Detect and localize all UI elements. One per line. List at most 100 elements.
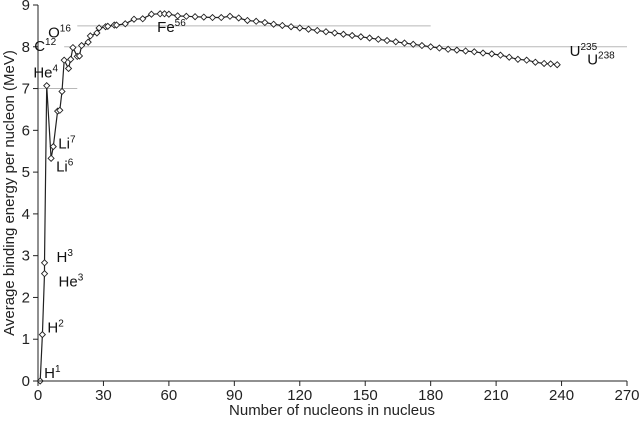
y-tick-label: 4 <box>22 206 30 223</box>
data-point <box>435 44 444 52</box>
data-point <box>60 56 68 64</box>
data-point <box>139 15 147 23</box>
data-point <box>217 13 225 22</box>
data-point <box>479 49 487 57</box>
data-point <box>348 31 356 40</box>
isotope-label: He4 <box>33 64 58 82</box>
data-point <box>427 43 435 51</box>
data-point <box>392 38 400 46</box>
data-point <box>58 87 66 96</box>
data-point <box>40 259 49 267</box>
data-point <box>56 106 64 114</box>
data-point <box>409 40 417 48</box>
y-tick-label: 2 <box>22 289 30 306</box>
y-tick-label: 5 <box>22 164 30 181</box>
x-tick-label: 150 <box>353 387 378 404</box>
isotope-label: U238 <box>587 51 615 69</box>
data-point <box>278 21 286 30</box>
x-tick-label: 210 <box>484 387 509 404</box>
data-point <box>496 51 505 59</box>
data-point <box>67 55 75 63</box>
data-point <box>331 29 339 37</box>
data-point <box>461 47 470 55</box>
data-point <box>38 330 46 339</box>
data-point <box>400 39 409 47</box>
series-line <box>39 13 558 382</box>
data-point <box>470 48 478 56</box>
x-axis-title: Number of nucleons in nucleus <box>229 402 435 419</box>
data-point <box>540 59 548 68</box>
x-tick-label: 120 <box>287 387 312 404</box>
y-tick-label: 9 <box>22 0 30 14</box>
data-point <box>531 58 540 66</box>
data-point <box>121 20 129 28</box>
x-tick-label: 270 <box>614 387 639 404</box>
data-point <box>226 12 234 20</box>
data-point <box>243 16 252 25</box>
isotope-label: H2 <box>47 319 64 337</box>
data-point <box>84 38 92 46</box>
data-point <box>40 269 49 278</box>
data-point <box>93 29 101 37</box>
data-point <box>357 33 365 41</box>
isotope-label: O16 <box>48 24 71 42</box>
x-tick-label: 90 <box>226 387 243 404</box>
data-point <box>47 154 55 162</box>
data-point <box>313 26 321 35</box>
data-point <box>49 142 57 151</box>
data-point <box>269 20 278 28</box>
y-tick-label: 8 <box>22 39 30 56</box>
isotope-label: Li6 <box>56 157 74 175</box>
tick-labels: 0 30 60 90 120 150 180 210 240 270 0 1 2 3 4 5 6 7 8 9 <box>22 0 640 404</box>
data-point <box>77 41 86 50</box>
data-point <box>147 10 156 18</box>
isotope-label: U235 <box>570 42 598 60</box>
data-point <box>374 35 382 43</box>
axes <box>37 5 627 382</box>
y-tick-label: 1 <box>22 331 30 348</box>
data-series <box>36 10 561 385</box>
data-point <box>523 56 531 64</box>
y-tick-label: 0 <box>22 373 30 390</box>
isotope-label: C12 <box>34 37 56 55</box>
data-point <box>173 12 182 20</box>
data-point <box>43 81 51 90</box>
isotope-label: H1 <box>44 364 61 382</box>
data-point <box>130 15 138 23</box>
data-point <box>547 60 555 68</box>
data-point <box>112 21 121 29</box>
data-point <box>488 50 496 58</box>
data-point <box>235 14 243 22</box>
data-point <box>296 24 304 32</box>
data-point <box>191 13 199 21</box>
y-axis-title: Average binding energy per nucleon (MeV) <box>1 50 18 336</box>
data-point <box>95 24 103 32</box>
data-point <box>165 10 173 18</box>
data-point <box>182 12 190 20</box>
data-point <box>365 34 374 42</box>
y-tick-label: 7 <box>22 81 30 98</box>
isotope-label: He3 <box>59 273 84 291</box>
data-point <box>383 36 391 45</box>
y-tick-label: 6 <box>22 122 30 139</box>
isotope-label: H3 <box>57 248 74 266</box>
data-point <box>287 23 295 31</box>
x-tick-label: 240 <box>549 387 574 404</box>
data-point <box>86 32 94 40</box>
data-point <box>444 45 452 53</box>
data-point <box>160 10 169 18</box>
isotope-label: Fe56 <box>157 18 186 36</box>
y-tick-label: 3 <box>22 248 30 265</box>
isotope-label: Li7 <box>58 135 76 153</box>
x-tick-label: 180 <box>418 387 443 404</box>
data-point <box>505 53 513 61</box>
data-point <box>208 13 217 22</box>
data-point <box>304 25 313 33</box>
data-point <box>200 13 208 21</box>
data-point <box>322 28 330 36</box>
x-tick-label: 0 <box>34 387 42 404</box>
x-tick-label: 30 <box>95 387 112 404</box>
data-point <box>418 41 426 50</box>
